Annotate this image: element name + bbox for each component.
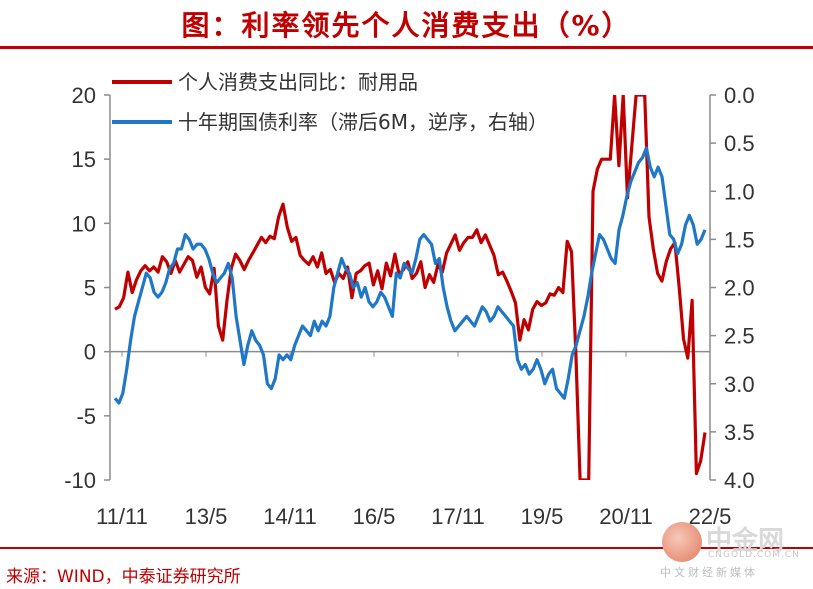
x-tick-label: 14/11 (263, 504, 316, 529)
right-tick-label: 3.5 (724, 420, 755, 445)
watermark-url: CNGOLD.COM.CN (708, 550, 800, 560)
watermark-logo-icon (662, 522, 702, 562)
right-tick-label: 2.0 (724, 276, 755, 301)
chart-title: 图：利率领先个人消费支出（%） (181, 9, 632, 42)
right-tick-label: 4.0 (724, 468, 755, 493)
x-tick-label: 19/5 (521, 504, 564, 529)
x-tick-label: 22/5 (689, 504, 732, 529)
left-tick-label: -10 (64, 468, 96, 493)
title-rule (0, 46, 813, 49)
right-tick-label: 0.0 (724, 83, 755, 108)
right-tick-label: 1.0 (724, 179, 755, 204)
footer-rule (0, 547, 813, 549)
x-tick-label: 11/11 (96, 504, 148, 529)
series-line-durable-goods (114, 95, 707, 480)
left-tick-label: 5 (84, 276, 96, 301)
series-line-treasury-yield (113, 146, 707, 405)
left-tick-label: 10 (72, 211, 96, 236)
right-tick-label: 1.5 (724, 227, 755, 252)
legend-label: 个人消费支出同比：耐用品 (178, 70, 418, 94)
left-tick-label: -5 (76, 404, 96, 429)
right-tick-label: 0.5 (724, 131, 755, 156)
watermark-subtitle: 中文财经新媒体 (660, 566, 758, 579)
left-tick-label: 15 (72, 147, 96, 172)
source-note: 来源：WIND，中泰证券研究所 (6, 567, 241, 587)
x-tick-label: 16/5 (353, 504, 396, 529)
x-tick-label: 13/5 (185, 504, 228, 529)
left-tick-label: 20 (72, 83, 96, 108)
x-tick-label: 20/11 (599, 504, 652, 529)
right-tick-label: 3.0 (724, 372, 755, 397)
right-tick-label: 2.5 (724, 324, 755, 349)
x-tick-label: 17/11 (431, 504, 484, 529)
legend-label: 十年期国债利率（滞后6M，逆序，右轴） (178, 110, 548, 134)
watermark-name: 中金网 (706, 526, 785, 556)
left-tick-label: 0 (84, 340, 96, 365)
watermark: 中金网 CNGOLD.COM.CN 中文财经新媒体 (652, 518, 812, 579)
